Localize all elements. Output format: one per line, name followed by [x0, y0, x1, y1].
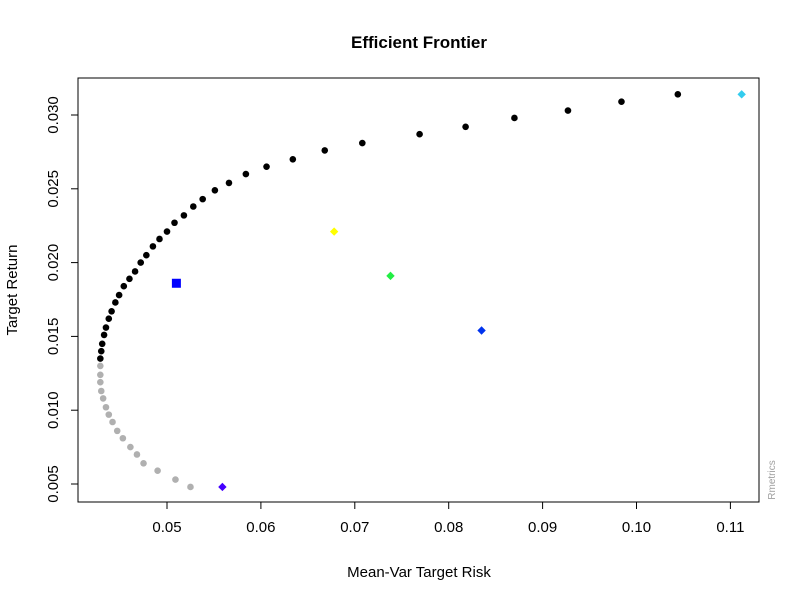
x-tick-label: 0.07	[340, 519, 369, 536]
frontier-point	[100, 331, 108, 339]
frontier-point	[180, 212, 188, 219]
frontier-point	[98, 340, 106, 348]
frontier-point	[105, 315, 113, 322]
data-points	[97, 90, 746, 492]
asset-diamond-marker	[477, 326, 486, 335]
frontier-point	[149, 243, 157, 250]
asset-diamond-marker	[329, 227, 339, 236]
frontier-point	[289, 155, 297, 163]
y-tick-label: 0.030	[45, 96, 62, 134]
frontier-point	[108, 308, 115, 315]
frontier-point	[97, 355, 104, 362]
y-tick-label: 0.015	[45, 318, 62, 356]
frontier-point	[416, 130, 423, 138]
frontier-point	[211, 186, 219, 194]
y-tick-label: 0.005	[45, 465, 62, 503]
frontier-point	[187, 483, 194, 491]
frontier-point	[263, 163, 270, 170]
frontier-point	[105, 411, 113, 418]
y-axis: 0.005 0.010 0.015 0.020 0.025 0.030	[45, 96, 78, 503]
frontier-point	[109, 418, 116, 426]
x-tick-label: 0.09	[528, 519, 557, 536]
frontier-point	[97, 362, 104, 370]
frontier-point	[133, 451, 141, 458]
frontier-point	[127, 443, 134, 451]
frontier-point	[97, 378, 104, 386]
frontier-point	[359, 139, 366, 147]
frontier-point	[225, 179, 233, 187]
plot-area	[77, 77, 760, 503]
frontier-point	[113, 427, 121, 435]
x-tick-label: 0.08	[434, 519, 463, 536]
frontier-point	[156, 235, 163, 243]
asset-diamond-marker	[218, 482, 227, 492]
frontier-point	[143, 251, 150, 259]
frontier-point	[97, 387, 105, 395]
x-tick-label: 0.05	[152, 519, 181, 536]
frontier-point	[618, 98, 625, 106]
rmetrics-watermark: Rmetrics	[767, 460, 778, 499]
x-tick-label: 0.06	[246, 519, 275, 536]
frontier-point	[511, 114, 518, 122]
frontier-point	[564, 107, 572, 114]
frontier-point	[99, 395, 107, 402]
frontier-point	[242, 170, 250, 178]
chart-title: Efficient Frontier	[351, 33, 487, 52]
x-tick-label: 0.10	[622, 519, 651, 536]
x-axis: 0.05 0.06 0.07 0.08 0.09 0.10 0.11	[152, 502, 744, 536]
frontier-point	[199, 195, 206, 203]
frontier-point	[119, 434, 127, 442]
frontier-point	[171, 219, 178, 227]
y-tick-label: 0.010	[45, 391, 62, 429]
frontier-point	[189, 203, 197, 210]
frontier-point	[462, 123, 469, 131]
frontier-point	[120, 282, 128, 290]
frontier-point	[140, 460, 147, 467]
frontier-point	[131, 268, 139, 275]
frontier-point	[172, 476, 179, 483]
frontier-point	[97, 371, 104, 379]
frontier-point	[97, 347, 105, 355]
frontier-point	[112, 299, 119, 306]
y-tick-label: 0.025	[45, 170, 62, 208]
frontier-point	[321, 147, 329, 154]
frontier-point	[115, 291, 123, 299]
y-axis-label: Target Return	[4, 245, 21, 336]
asset-diamond-marker	[386, 271, 395, 281]
frontier-point	[137, 259, 145, 266]
frontier-point	[126, 275, 133, 283]
y-tick-label: 0.020	[45, 244, 62, 282]
frontier-point	[154, 467, 161, 475]
x-axis-label: Mean-Var Target Risk	[347, 564, 491, 581]
frontier-point	[674, 91, 682, 98]
asset-diamond-marker	[737, 90, 746, 99]
frontier-point	[163, 228, 171, 235]
frontier-point	[102, 403, 110, 411]
frontier-point	[102, 324, 110, 331]
x-tick-label: 0.11	[716, 519, 744, 536]
portfolio-square-marker	[171, 278, 181, 288]
